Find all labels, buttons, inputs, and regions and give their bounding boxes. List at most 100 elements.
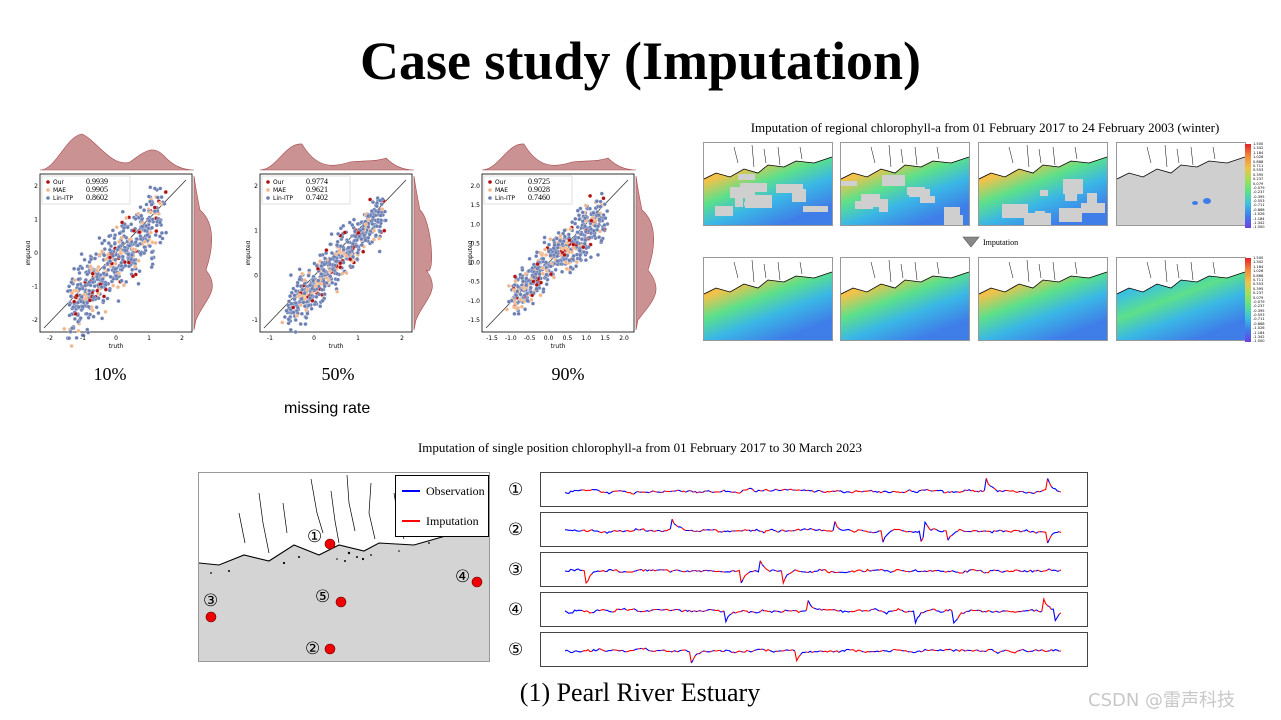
point — [371, 237, 376, 242]
point — [601, 212, 606, 218]
imputation-segment — [871, 531, 874, 534]
point — [530, 301, 536, 306]
imputation-segment — [949, 534, 953, 538]
legend-marker-0 — [488, 180, 492, 184]
point — [302, 278, 307, 283]
imputation-segment — [626, 608, 635, 611]
observation-segment — [800, 570, 807, 573]
point — [574, 252, 580, 257]
imputation-segment — [909, 610, 912, 613]
imputation-segment — [932, 528, 937, 531]
observation-segment — [951, 530, 958, 536]
observation-segment — [719, 650, 723, 652]
point — [110, 228, 115, 233]
point — [345, 239, 350, 244]
x-tick: 1.5 — [600, 335, 610, 342]
axes-frame-2 — [259, 173, 413, 333]
point — [114, 274, 119, 279]
observation-segment — [733, 611, 736, 614]
observation-segment — [1047, 568, 1050, 571]
imputation-segment — [949, 491, 953, 493]
point — [73, 311, 78, 316]
imputation-segment — [986, 570, 991, 574]
observation-segment — [1001, 570, 1006, 573]
point — [327, 269, 333, 274]
legend-label: Our — [273, 179, 285, 186]
imputation-segment — [970, 569, 977, 572]
point — [355, 221, 360, 227]
imputation-segment — [879, 530, 884, 543]
imputation-segment — [681, 527, 686, 531]
point — [149, 265, 154, 270]
imputation-segment — [920, 537, 924, 542]
imputation-line-icon — [402, 520, 420, 522]
point — [321, 268, 326, 273]
colorbar-tick: -0.553 — [1253, 313, 1265, 318]
point — [531, 279, 536, 284]
point — [122, 260, 127, 265]
point — [293, 288, 298, 294]
imputation-segment — [764, 488, 771, 492]
imputation-segment — [788, 488, 794, 491]
down-triangle-icon — [962, 236, 980, 248]
point — [67, 284, 72, 289]
point — [577, 256, 582, 261]
point — [338, 265, 343, 270]
point — [62, 326, 67, 331]
observation-segment — [754, 528, 761, 532]
colorbar-tick: 1.026 — [1253, 155, 1264, 160]
imputation-segment — [985, 610, 991, 613]
point — [83, 296, 88, 301]
point — [598, 199, 603, 204]
observation-segment — [962, 570, 966, 574]
point — [295, 283, 300, 288]
point — [344, 254, 349, 259]
observation-segment — [706, 490, 711, 493]
observation-segment — [674, 569, 677, 572]
colorbar-tick: 1.500 — [1253, 142, 1264, 146]
point — [103, 282, 108, 287]
series-svg-1 — [564, 478, 1062, 495]
observation-segment — [814, 568, 821, 572]
observation-segment — [873, 490, 880, 493]
imputation-segment — [982, 610, 985, 613]
map-marker-1: ① — [307, 527, 323, 547]
imputation-segment — [612, 649, 619, 652]
imputation-segment — [943, 609, 949, 612]
point — [149, 256, 154, 261]
legend-marker-2 — [488, 196, 492, 200]
point — [101, 298, 106, 304]
observation-segment — [622, 530, 627, 533]
point — [542, 240, 547, 245]
point — [504, 307, 509, 312]
observation-segment — [691, 490, 694, 493]
colorbar-tick: -0.711 — [1253, 203, 1265, 208]
point — [79, 252, 84, 257]
point — [106, 267, 111, 272]
point — [139, 213, 144, 218]
imputation-segment — [735, 650, 742, 654]
point — [124, 215, 129, 221]
point — [535, 266, 540, 271]
point — [319, 272, 324, 277]
point — [333, 282, 338, 287]
observation-segment — [936, 489, 945, 494]
point — [337, 248, 342, 253]
point — [527, 256, 532, 261]
point — [316, 278, 321, 283]
observation-segment — [800, 651, 807, 655]
legend-imputation: Imputation — [396, 506, 488, 536]
point — [371, 214, 376, 219]
colorbar-tick: -0.237 — [1253, 190, 1265, 195]
point — [288, 327, 293, 332]
imputation-segment — [806, 651, 809, 654]
point — [69, 343, 74, 349]
point — [324, 280, 329, 286]
x-axis-label: truth — [329, 343, 344, 350]
x-tick: 0 — [312, 335, 316, 342]
observation-segment — [733, 570, 736, 572]
point — [107, 288, 112, 293]
observation-segment — [1001, 530, 1006, 533]
observation-segment — [754, 560, 761, 573]
